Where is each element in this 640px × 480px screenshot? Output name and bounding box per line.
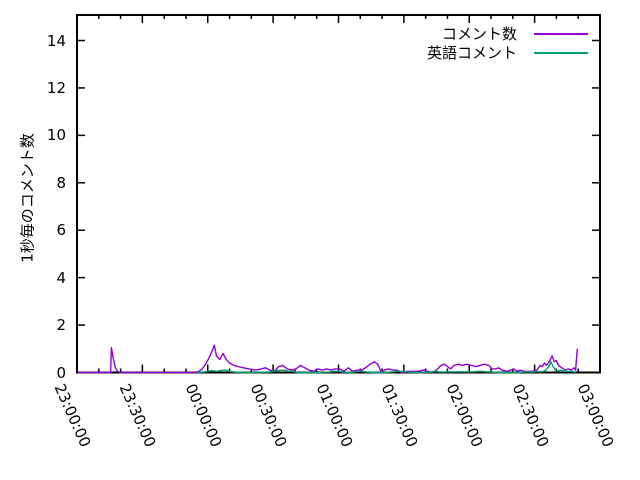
y-tick-label: 6: [56, 221, 66, 240]
y-tick-label: 0: [56, 363, 66, 382]
legend-row: コメント数: [427, 24, 588, 43]
y-tick-label: 2: [56, 316, 66, 335]
y-tick-label: 14: [46, 31, 66, 50]
legend-line-sample-comments: [534, 32, 588, 35]
y-tick-label: 8: [56, 173, 66, 192]
series-line-0: [77, 344, 578, 374]
y-tick-label: 10: [46, 126, 66, 145]
plot-frame: [76, 14, 601, 374]
y-tick-label: 12: [46, 78, 66, 97]
series-line-1: [196, 361, 576, 374]
legend-row: 英語コメント: [427, 43, 588, 62]
y-tick-label: 4: [56, 268, 66, 287]
y-axis-title: 1秒毎のコメント数: [18, 133, 37, 263]
legend-label-english-comments: 英語コメント: [426, 44, 517, 62]
legend-line-sample-english-comments: [534, 51, 588, 54]
legend-label-comments: コメント数: [441, 25, 517, 43]
legend: コメント数 英語コメント: [427, 24, 588, 62]
